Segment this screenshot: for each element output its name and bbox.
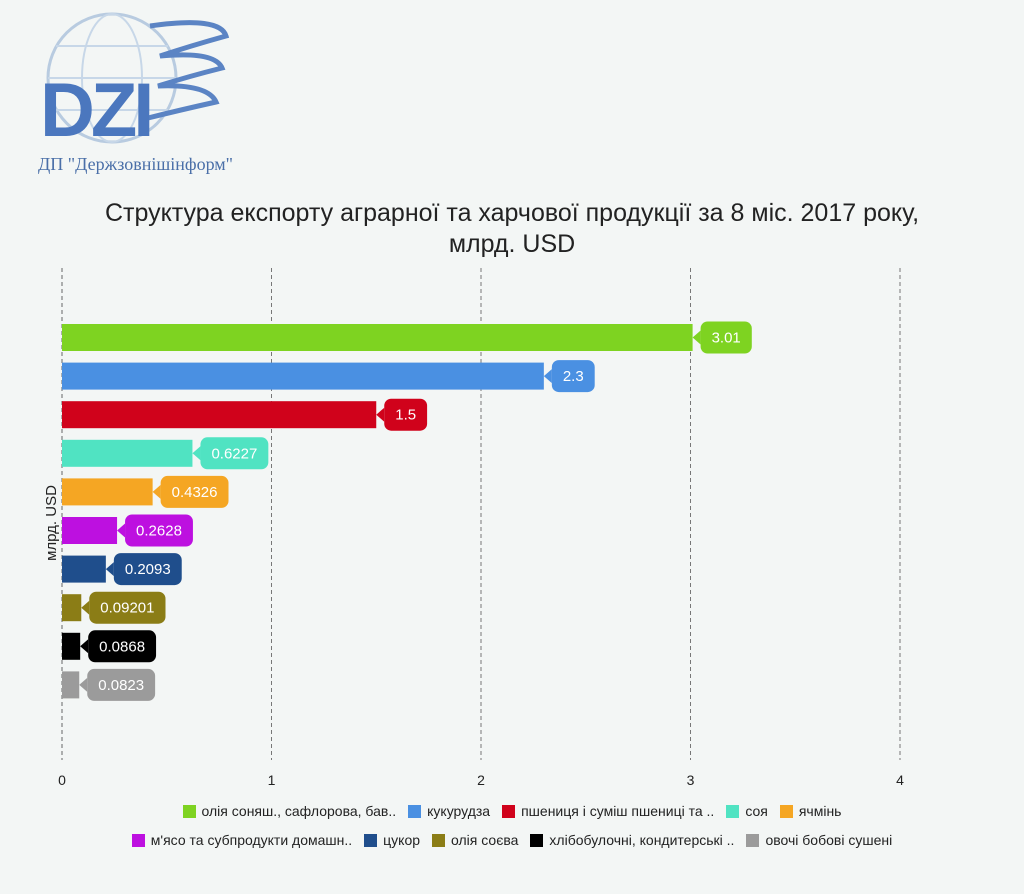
bar[interactable] — [62, 594, 82, 622]
chart-title-line2: млрд. USD — [448, 230, 576, 258]
legend-item[interactable]: цукор — [364, 832, 420, 848]
data-label-text: 0.2628 — [136, 523, 182, 540]
legend-swatch — [726, 804, 740, 818]
legend-label: хлібобулочні, кондитерські .. — [549, 832, 735, 848]
legend-label: олія соєва — [451, 832, 519, 848]
legend-swatch — [530, 833, 544, 847]
x-tick-label: 1 — [268, 772, 276, 788]
legend-label: соя — [745, 803, 768, 819]
x-tick-label: 2 — [477, 772, 485, 788]
bar[interactable] — [62, 478, 153, 506]
legend-item[interactable]: хлібобулочні, кондитерські .. — [530, 832, 734, 848]
data-label-text: 0.0868 — [99, 638, 145, 655]
x-axis-ticks: 0 1 2 3 4 — [58, 772, 904, 788]
data-label: 0.2093 — [105, 553, 182, 586]
data-label: 0.0823 — [79, 668, 156, 701]
logo: DZI ДП "Держзовнішінформ" — [30, 6, 270, 178]
logo-text: DZI — [40, 68, 150, 153]
bar[interactable] — [62, 517, 118, 544]
x-tick-label: 4 — [896, 772, 904, 788]
data-label-text: 2.3 — [563, 368, 584, 385]
chart-title: Структура експорту аграрної та харчової … — [0, 198, 1024, 260]
x-tick-label: 0 — [58, 772, 66, 788]
data-label: 2.3 — [543, 360, 595, 393]
legend-item[interactable]: кукурудза — [408, 803, 490, 819]
data-label: 0.0868 — [80, 630, 157, 663]
legend-swatch — [432, 833, 446, 847]
chart-title-line1: Структура експорту аграрної та харчової … — [104, 199, 920, 227]
data-label: 0.2628 — [117, 514, 193, 547]
legend-swatch — [364, 833, 378, 847]
globe-logo-icon: DZI — [40, 12, 230, 153]
legend-label: олія соняш., сафлорова, бав.. — [201, 803, 397, 819]
x-tick-label: 3 — [687, 772, 695, 788]
legend-item[interactable]: олія соняш., сафлорова, бав.. — [182, 803, 397, 819]
bar-chart: 3.01 2.3 1.5 0.6227 0.4326 0.2628 0.2093 0.0920… — [43, 268, 904, 788]
data-label: 0.09201 — [81, 591, 166, 624]
data-label: 0.4326 — [152, 475, 229, 508]
legend-row-2: м'ясо та субпродукти домашн.. цукор олія с… — [0, 832, 1024, 848]
bar[interactable] — [62, 671, 80, 699]
data-label-text: 1.5 — [395, 407, 416, 424]
logo-subtitle: ДП "Держзовнішінформ" — [38, 154, 234, 174]
legend-label: пшениця і суміш пшениці та .. — [521, 803, 715, 819]
data-label-text: 0.09201 — [100, 600, 154, 617]
data-label-text: 0.2093 — [125, 561, 171, 578]
data-label: 1.5 — [376, 398, 428, 431]
bar[interactable] — [62, 439, 193, 467]
legend-item[interactable]: ячмінь — [779, 803, 842, 819]
bar[interactable] — [62, 324, 693, 351]
legend-item[interactable]: пшениця і суміш пшениці та .. — [502, 803, 714, 819]
legend-row-1: олія соняш., сафлорова, бав.. кукурудза пш… — [0, 803, 1024, 819]
data-label-text: 0.6227 — [211, 445, 257, 462]
data-label-text: 3.01 — [712, 330, 741, 347]
data-label: 3.01 — [692, 321, 752, 354]
legend-swatch — [182, 804, 196, 818]
legend-label: овочі бобові сушені — [765, 832, 893, 848]
y-axis-label: млрд. USD — [43, 485, 60, 561]
bar-series — [62, 324, 693, 699]
legend-swatch — [131, 833, 145, 847]
legend-item[interactable]: соя — [726, 803, 768, 819]
legend-item[interactable]: м'ясо та субпродукти домашн.. — [131, 832, 353, 848]
data-label: 0.6227 — [192, 437, 269, 470]
legend-item[interactable]: олія соєва — [432, 832, 518, 848]
bar[interactable] — [62, 555, 106, 583]
data-label-text: 0.0823 — [98, 677, 144, 694]
legend-swatch — [502, 804, 516, 818]
legend-item[interactable]: овочі бобові сушені — [746, 832, 892, 848]
legend-swatch — [408, 804, 422, 818]
legend-swatch — [746, 833, 760, 847]
bar[interactable] — [62, 362, 544, 390]
legend-label: ячмінь — [798, 803, 842, 819]
legend-label: м'ясо та субпродукти домашн.. — [150, 832, 353, 848]
legend-label: кукурудза — [427, 803, 491, 819]
legend-swatch — [779, 804, 793, 818]
bar[interactable] — [62, 401, 377, 429]
data-labels: 3.01 2.3 1.5 0.6227 0.4326 0.2628 0.2093 0.0920… — [79, 321, 752, 701]
bar[interactable] — [62, 632, 81, 660]
legend-label: цукор — [383, 832, 421, 848]
data-label-text: 0.4326 — [172, 484, 218, 501]
